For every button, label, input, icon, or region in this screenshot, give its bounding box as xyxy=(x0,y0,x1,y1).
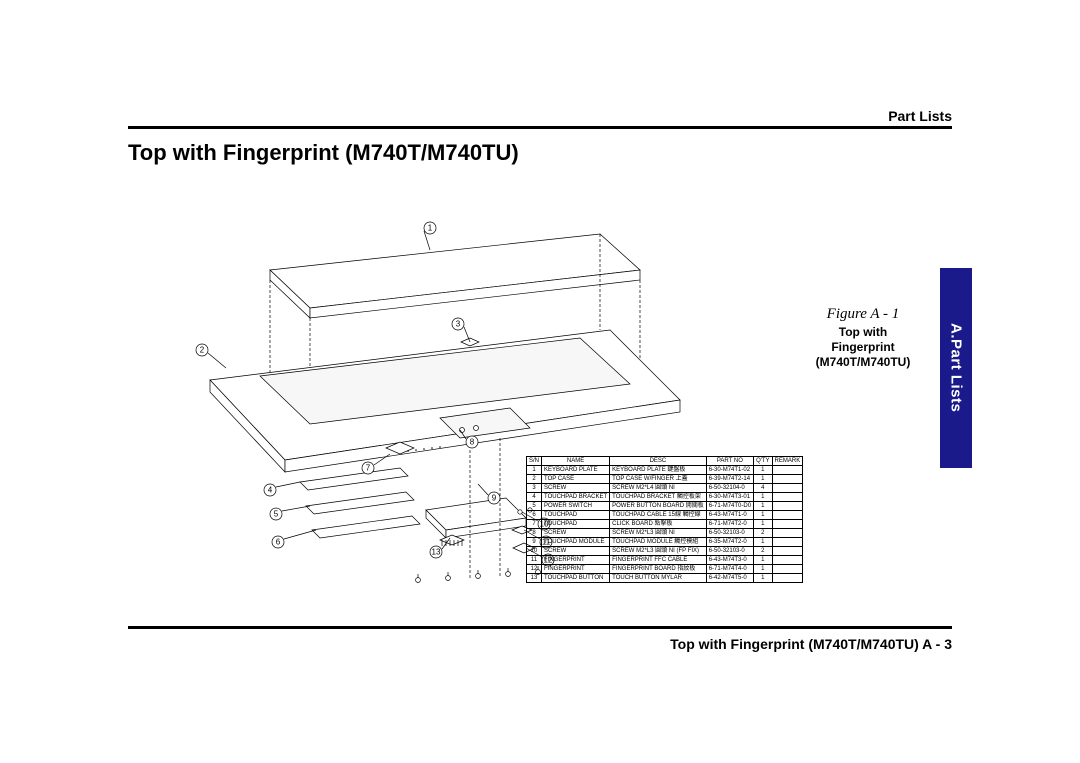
svg-text:13: 13 xyxy=(432,548,441,557)
parts-table-header: NAME xyxy=(542,457,610,466)
svg-text:5: 5 xyxy=(274,510,279,519)
footer-text: Top with Fingerprint (M740T/M740TU) A - … xyxy=(670,636,952,652)
table-row: 11FINGERPRINTFINGERPRINT FFC CABLE6-43-M… xyxy=(527,556,803,565)
page: Part Lists Top with Fingerprint (M740T/M… xyxy=(0,0,1080,763)
table-row: 10SCREWSCREW M2*L3 圓頭 NI (FP FIX)6-50-32… xyxy=(527,547,803,556)
table-row: 3SCREWSCREW M2*L4 圓頭 NI6-50-32104-04 xyxy=(527,484,803,493)
section-tab-label: A.Part Lists xyxy=(948,323,965,412)
section-tab: A.Part Lists xyxy=(940,268,972,468)
header-rule xyxy=(128,126,952,129)
table-row: 1KEYBOARD PLATEKEYBOARD PLATE 鍵盤板6-30-M7… xyxy=(527,466,803,475)
page-title: Top with Fingerprint (M740T/M740TU) xyxy=(128,140,519,166)
footer-rule xyxy=(128,626,952,629)
figure-number: Figure A - 1 xyxy=(798,306,928,323)
header-section-label: Part Lists xyxy=(888,108,952,124)
table-row: 6TOUCHPADTOUCHPAD CABLE 15線 觸控線6-43-M74T… xyxy=(527,511,803,520)
parts-table-header: Q'TY xyxy=(754,457,772,466)
parts-table-header: REMARK xyxy=(772,457,803,466)
svg-text:8: 8 xyxy=(470,438,475,447)
table-row: 9TOUCHPAD MODULETOUCHPAD MODULE 觸控模組6-35… xyxy=(527,538,803,547)
svg-text:3: 3 xyxy=(456,320,461,329)
svg-text:1: 1 xyxy=(428,224,433,233)
table-row: 12FINGERPRINTFINGERPRINT BOARD 指紋板6-71-M… xyxy=(527,565,803,574)
figure-title: Top with Fingerprint (M740T/M740TU) xyxy=(798,325,928,370)
svg-text:7: 7 xyxy=(366,464,371,473)
parts-table: S/NNAMEDESCPART NOQ'TYREMARK 1KEYBOARD P… xyxy=(526,456,803,583)
svg-text:4: 4 xyxy=(268,486,273,495)
svg-text:2: 2 xyxy=(200,346,205,355)
parts-table-header: PART NO xyxy=(706,457,753,466)
table-row: 4TOUCHPAD BRACKETTOUCHPAD BRACKET 觸控板架6-… xyxy=(527,493,803,502)
table-row: 2TOP CASETOP CASE W/FINGER 上蓋6-39-M74T2-… xyxy=(527,475,803,484)
figure-caption: Figure A - 1 Top with Fingerprint (M740T… xyxy=(798,306,928,370)
table-row: 13TOUCHPAD BUTTONTOUCH BUTTON MYLAR6-42-… xyxy=(527,574,803,583)
parts-table-header: S/N xyxy=(527,457,542,466)
table-row: 5POWER SWITCHPOWER BUTTON BOARD 開關板6-71-… xyxy=(527,502,803,511)
table-row: 8SCREWSCREW M2*L3 圓頭 NI6-50-32103-02 xyxy=(527,529,803,538)
svg-text:9: 9 xyxy=(492,494,497,503)
svg-text:6: 6 xyxy=(276,538,281,547)
table-row: 7TOUCHPADCLICK BOARD 點擊板6-71-M74T2-01 xyxy=(527,520,803,529)
parts-table-header: DESC xyxy=(610,457,707,466)
